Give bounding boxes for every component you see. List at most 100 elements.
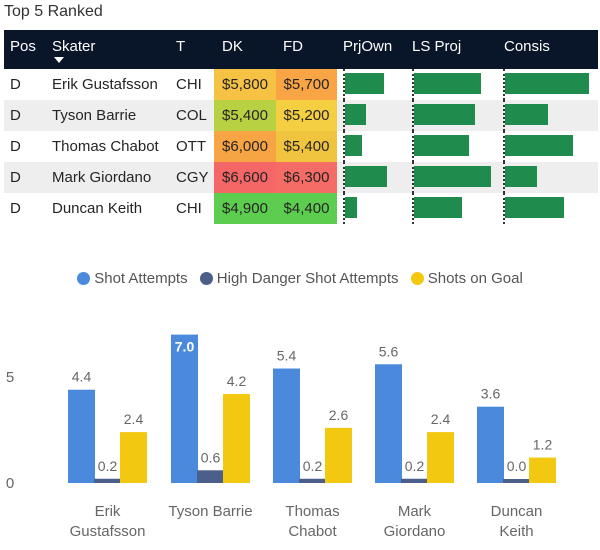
baseline-divider [343, 100, 345, 131]
x-tick-label: Duncan [491, 503, 543, 520]
table-row[interactable]: D Thomas Chabot OTT $6,000 $5,400 [4, 131, 598, 162]
bar-shots-on-goal[interactable] [529, 457, 556, 483]
legend-item[interactable]: Shots on Goal [410, 270, 523, 287]
bar-high-danger-shot-attempts[interactable] [94, 478, 121, 483]
legend-label: Shots on Goal [427, 270, 523, 287]
col-dk[interactable]: DK [222, 38, 243, 55]
data-label: 4.2 [227, 373, 247, 389]
bar-shot-attempts[interactable] [68, 389, 95, 483]
baseline-divider [343, 193, 345, 224]
x-tick-label: Gustafsson [70, 523, 146, 540]
legend-dot-icon [410, 272, 424, 285]
chart-legend: Shot Attempts High Danger Shot Attempts … [0, 270, 600, 287]
bar-shots-on-goal[interactable] [427, 432, 454, 483]
baseline-divider [503, 162, 505, 193]
baseline-divider [503, 69, 505, 100]
data-label: 3.6 [481, 386, 501, 402]
prjown-bar [345, 135, 362, 156]
col-team[interactable]: T [176, 38, 186, 55]
baseline-divider [412, 193, 414, 224]
x-tick-label: Chabot [288, 523, 337, 540]
lsproj-bar [414, 73, 481, 94]
col-prjown[interactable]: PrjOwn [343, 38, 393, 55]
baseline-divider [343, 69, 345, 100]
ranking-table: Pos Skater T DK FD PrjOwn LS Proj Consis… [4, 30, 598, 224]
bar-shot-attempts[interactable] [273, 368, 300, 483]
lsproj-bar [414, 166, 491, 187]
baseline-divider [412, 162, 414, 193]
y-tick-label: 0 [6, 475, 14, 492]
cell-team: CHI [176, 200, 202, 217]
cell-pos: D [10, 76, 21, 93]
cell-skater: Duncan Keith [52, 200, 143, 217]
col-fd[interactable]: FD [283, 38, 303, 55]
col-skater[interactable]: Skater [52, 38, 96, 55]
bar-high-danger-shot-attempts[interactable] [401, 478, 428, 483]
prjown-bar [345, 197, 357, 218]
baseline-divider [503, 193, 505, 224]
cell-pos: D [10, 169, 21, 186]
bar-shots-on-goal[interactable] [120, 432, 147, 483]
cell-pos: D [10, 107, 21, 124]
bar-high-danger-shot-attempts[interactable] [503, 479, 530, 483]
legend-item[interactable]: High Danger Shot Attempts [199, 270, 399, 287]
data-label: 2.4 [431, 411, 451, 427]
data-label: 5.4 [277, 348, 297, 364]
col-lsproj[interactable]: LS Proj [412, 38, 462, 55]
bar-high-danger-shot-attempts[interactable] [299, 478, 326, 483]
cell-team: CGY [176, 169, 209, 186]
baseline-divider [343, 162, 345, 193]
bar-shot-attempts[interactable] [477, 406, 504, 483]
col-consis[interactable]: Consis [504, 38, 550, 55]
data-label: 0.0 [507, 458, 527, 474]
x-tick-label: Keith [499, 523, 533, 540]
cell-fd-salary: $5,400 [276, 131, 337, 162]
table-row[interactable]: D Erik Gustafsson CHI $5,800 $5,700 [4, 69, 598, 100]
baseline-divider [503, 100, 505, 131]
prjown-bar [345, 166, 387, 187]
cell-pos: D [10, 138, 21, 155]
data-label: 0.2 [98, 458, 118, 474]
data-label: 5.6 [379, 343, 399, 359]
cell-dk-salary: $6,000 [214, 131, 276, 162]
table-row[interactable]: D Tyson Barrie COL $5,400 $5,200 [4, 100, 598, 131]
legend-label: High Danger Shot Attempts [216, 270, 399, 287]
data-label: 1.2 [533, 437, 553, 453]
cell-dk-salary: $6,600 [214, 162, 276, 193]
lsproj-bar [414, 104, 475, 125]
x-tick-label: Thomas [285, 503, 339, 520]
cell-team: COL [176, 107, 207, 124]
cell-fd-salary: $5,200 [276, 100, 337, 131]
bar-shot-attempts[interactable] [375, 364, 402, 483]
consis-bar [505, 135, 573, 156]
baseline-divider [412, 100, 414, 131]
data-label: 0.2 [303, 458, 323, 474]
cell-skater: Tyson Barrie [52, 107, 137, 124]
consis-bar [505, 166, 537, 187]
table-title: Top 5 Ranked [4, 3, 103, 20]
table-row[interactable]: D Duncan Keith CHI $4,900 $4,400 [4, 193, 598, 224]
cell-dk-salary: $5,800 [214, 69, 276, 100]
bar-high-danger-shot-attempts[interactable] [197, 470, 224, 483]
cell-dk-salary: $4,900 [214, 193, 276, 224]
cell-skater: Erik Gustafsson [52, 76, 158, 93]
legend-item[interactable]: Shot Attempts [77, 270, 188, 287]
bar-shot-attempts[interactable] [171, 334, 198, 483]
table-header: Pos Skater T DK FD PrjOwn LS Proj Consis [4, 30, 598, 69]
lsproj-bar [414, 197, 462, 218]
cell-skater: Mark Giordano [52, 169, 152, 186]
baseline-divider [412, 131, 414, 162]
y-tick-label: 5 [6, 369, 14, 386]
sort-descending-icon[interactable] [54, 57, 64, 63]
bar-shots-on-goal[interactable] [325, 427, 352, 483]
baseline-divider [412, 69, 414, 100]
col-pos[interactable]: Pos [10, 38, 36, 55]
bar-shots-on-goal[interactable] [223, 393, 250, 483]
x-tick-label: Giordano [384, 523, 446, 540]
table-row[interactable]: D Mark Giordano CGY $6,600 $6,300 [4, 162, 598, 193]
consis-bar [505, 197, 564, 218]
legend-label: Shot Attempts [94, 270, 188, 287]
prjown-bar [345, 73, 384, 94]
cell-team: OTT [176, 138, 206, 155]
data-label: 4.4 [72, 369, 92, 385]
